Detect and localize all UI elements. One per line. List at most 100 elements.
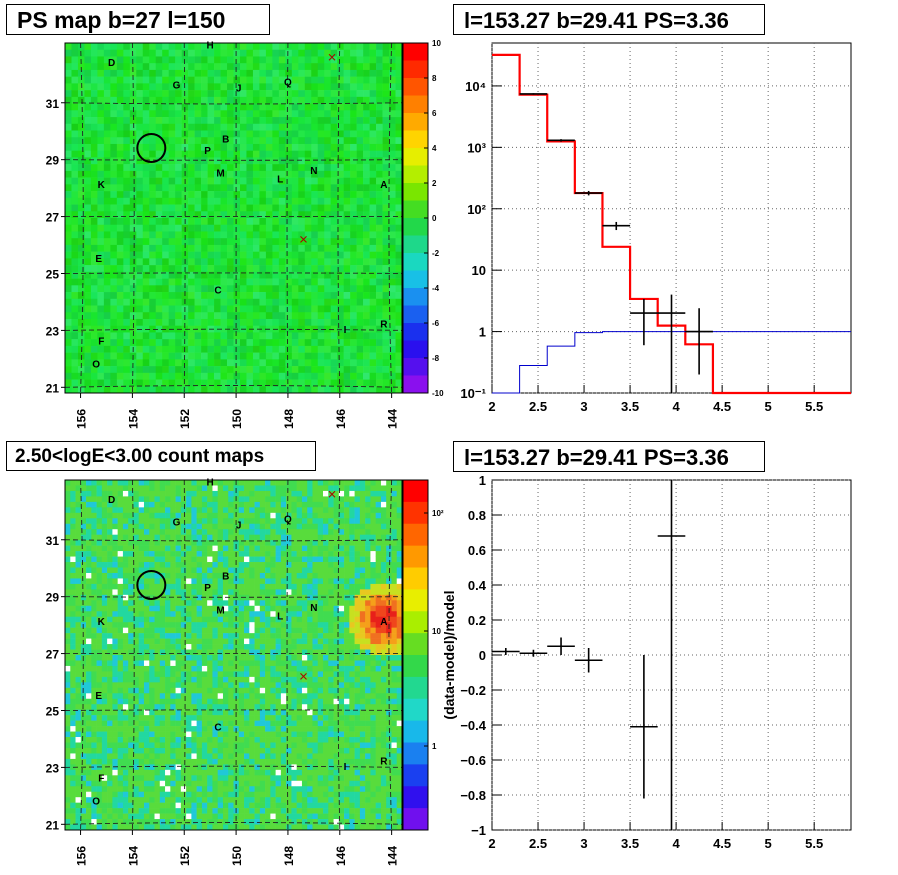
map-pixel xyxy=(217,507,224,514)
map-pixel xyxy=(228,693,234,700)
map-pixel xyxy=(337,191,344,199)
map-pixel xyxy=(155,339,163,347)
map-pixel xyxy=(165,638,171,645)
map-pixel xyxy=(154,485,161,492)
map-pixel xyxy=(80,747,87,754)
map-pixel xyxy=(214,339,221,347)
map-pixel xyxy=(170,512,176,519)
map-pixel xyxy=(222,720,229,727)
map-pixel xyxy=(201,813,208,820)
map-pixel xyxy=(239,170,247,178)
map-pixel xyxy=(96,671,103,678)
map-pixel xyxy=(217,572,224,579)
map-pixel xyxy=(337,258,344,266)
map-pixel xyxy=(317,218,325,226)
map-pixel xyxy=(75,518,82,525)
map-pixel xyxy=(159,480,166,486)
map-pixel xyxy=(155,231,163,239)
map-pixel xyxy=(170,813,176,820)
map-pixel xyxy=(175,720,182,727)
map-pixel xyxy=(97,211,105,219)
map-pixel xyxy=(311,130,319,138)
map-pixel xyxy=(136,83,144,91)
map-pixel xyxy=(350,211,357,219)
map-pixel xyxy=(86,523,92,530)
map-pixel xyxy=(201,769,208,776)
map-pixel xyxy=(70,485,76,492)
y-tick-label: 29 xyxy=(46,154,60,168)
map-pixel xyxy=(71,150,79,158)
map-pixel xyxy=(162,372,169,380)
map-pixel xyxy=(122,594,129,601)
map-pixel xyxy=(75,490,82,497)
map-pixel xyxy=(259,49,267,57)
map-pixel xyxy=(90,43,98,51)
map-pixel xyxy=(162,103,169,111)
map-pixel xyxy=(265,298,273,306)
map-pixel xyxy=(138,731,145,738)
map-pixel xyxy=(165,655,171,661)
map-pixel xyxy=(91,578,97,585)
map-pixel xyxy=(246,379,254,387)
source-label-D: D xyxy=(108,58,115,69)
map-pixel xyxy=(395,224,403,232)
map-pixel xyxy=(376,150,383,158)
map-pixel xyxy=(84,258,92,266)
map-pixel xyxy=(84,123,92,131)
map-pixel xyxy=(154,791,161,798)
map-pixel xyxy=(175,655,182,661)
map-pixel xyxy=(207,49,215,57)
map-pixel xyxy=(194,339,202,347)
map-pixel xyxy=(201,594,208,601)
map-pixel xyxy=(233,802,240,809)
map-pixel xyxy=(217,655,224,661)
map-pixel xyxy=(103,386,111,394)
map-pixel xyxy=(246,150,254,158)
map-pixel xyxy=(155,265,163,273)
map-pixel xyxy=(317,177,325,185)
map-pixel xyxy=(196,682,203,689)
map-pixel xyxy=(337,285,344,293)
map-pixel xyxy=(138,518,145,525)
map-pixel xyxy=(201,298,208,306)
map-pixel xyxy=(304,191,312,199)
map-pixel xyxy=(154,709,161,716)
map-pixel xyxy=(191,572,197,579)
map-pixel xyxy=(91,540,97,546)
map-pixel xyxy=(155,43,163,51)
map-pixel xyxy=(214,211,221,219)
map-pixel xyxy=(80,518,87,525)
map-pixel xyxy=(265,83,273,91)
map-pixel xyxy=(97,312,105,320)
map-pixel xyxy=(101,480,108,486)
map-pixel xyxy=(324,130,332,138)
map-pixel xyxy=(112,480,118,486)
map-pixel xyxy=(191,671,197,678)
map-pixel xyxy=(77,76,85,84)
map-pixel xyxy=(86,562,92,568)
map-pixel xyxy=(343,83,351,91)
map-pixel xyxy=(228,501,234,508)
map-pixel xyxy=(90,305,98,313)
map-pixel xyxy=(142,170,150,178)
map-pixel xyxy=(101,764,108,771)
map-pixel xyxy=(71,211,79,219)
map-pixel xyxy=(212,791,219,798)
map-pixel xyxy=(71,69,79,77)
map-pixel xyxy=(238,512,245,519)
map-pixel xyxy=(136,96,144,104)
map-pixel xyxy=(220,258,228,266)
map-pixel xyxy=(180,769,187,776)
map-pixel xyxy=(395,292,403,300)
map-pixel xyxy=(138,600,145,607)
map-pixel xyxy=(170,518,176,525)
map-pixel xyxy=(207,490,213,497)
map-pixel xyxy=(128,633,134,639)
map-pixel xyxy=(191,687,197,694)
map-pixel xyxy=(222,797,229,803)
map-pixel xyxy=(101,819,108,825)
map-pixel xyxy=(77,164,85,172)
map-pixel xyxy=(110,164,118,172)
map-pixel xyxy=(212,512,219,519)
map-pixel xyxy=(159,600,166,607)
